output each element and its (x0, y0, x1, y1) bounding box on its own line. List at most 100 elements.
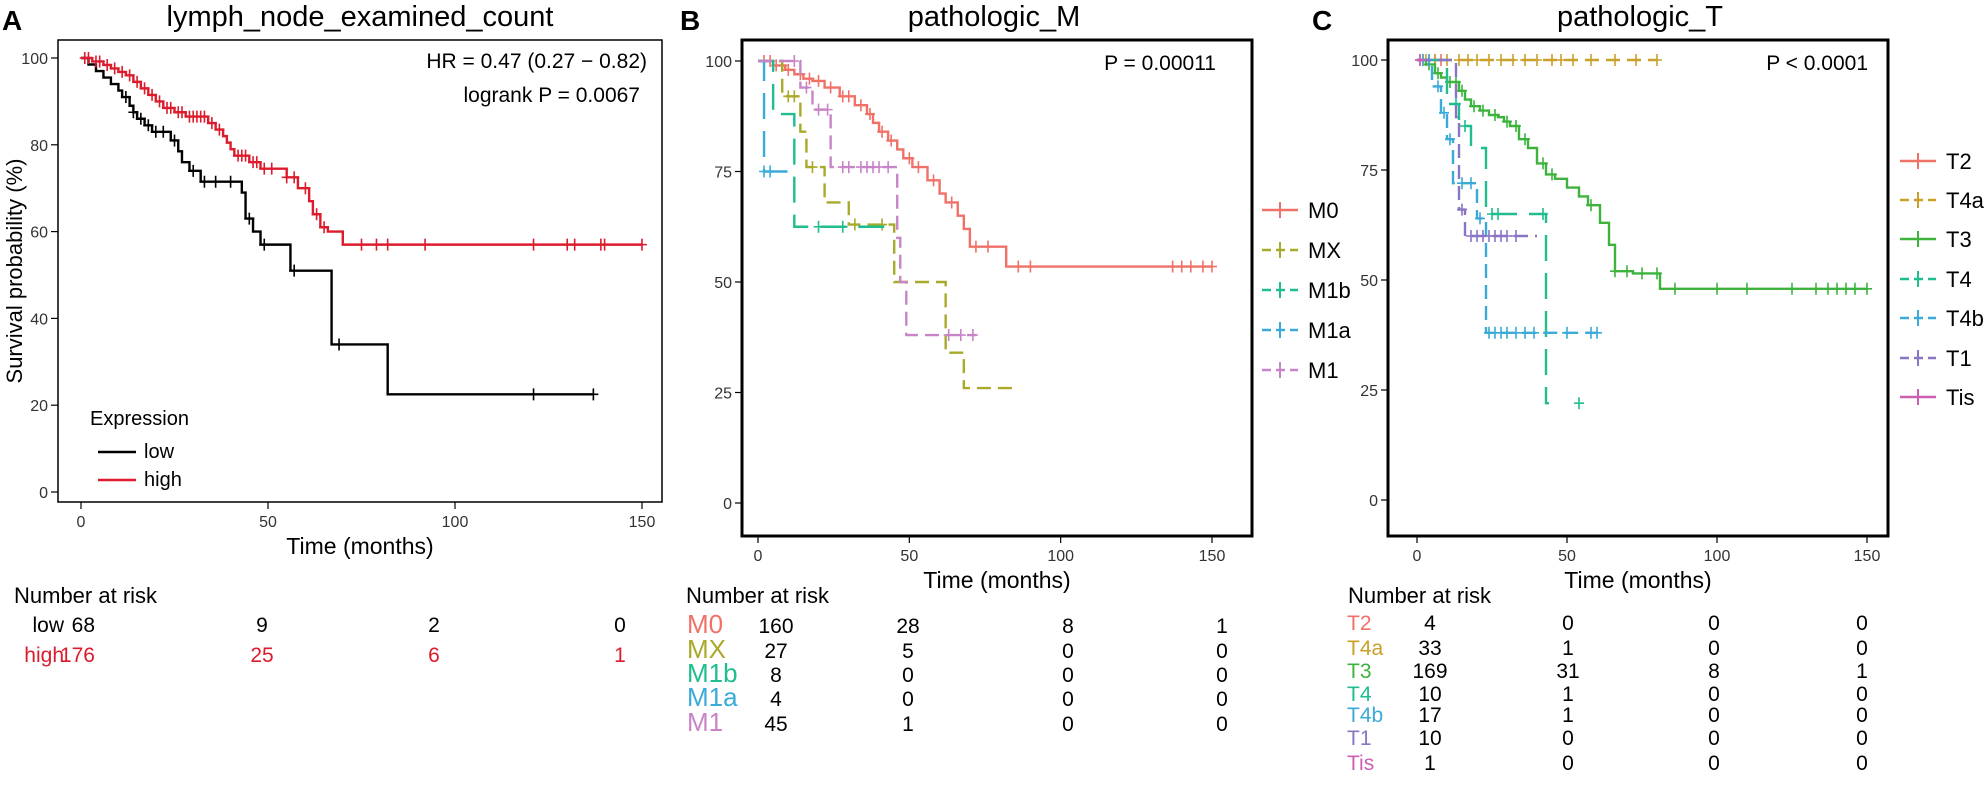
risk-value: 0 (1216, 688, 1228, 711)
y-tick-label: 50 (1360, 273, 1378, 290)
censor-mark (382, 238, 393, 251)
risk-value: 0 (1062, 640, 1074, 663)
censor-mark (804, 72, 815, 85)
censor-mark (199, 175, 210, 188)
legend-label: T4 (1946, 267, 1972, 292)
censor-mark (783, 63, 794, 76)
censor-mark (135, 112, 146, 125)
risk-row-label: T4 (1347, 683, 1372, 706)
annotation: P = 0.00011 (1104, 52, 1216, 75)
survival-curve-low (81, 56, 594, 396)
y-tick-label: 100 (1351, 53, 1378, 70)
censor-mark (1478, 104, 1488, 117)
x-tick-label: 0 (77, 514, 86, 531)
series-M1 (758, 55, 978, 342)
legend-label: high (144, 469, 182, 491)
x-tick-label: 0 (1413, 548, 1422, 565)
censor-mark (1460, 120, 1470, 132)
x-axis-label: Time (months) (286, 533, 433, 559)
risk-value: 0 (1708, 727, 1720, 750)
y-tick-label: 20 (30, 398, 48, 415)
censor-mark (289, 171, 300, 184)
risk-row-label: T4a (1347, 637, 1384, 660)
censor-mark (843, 90, 854, 103)
censor-mark (1850, 282, 1860, 295)
censor-mark (1433, 67, 1443, 80)
legend-label: T3 (1946, 227, 1972, 252)
risk-value: 1 (1424, 752, 1436, 775)
censor-mark (1490, 109, 1500, 121)
y-axis: 0 25 50 75 100 (705, 54, 742, 513)
risk-value: 0 (1062, 713, 1074, 736)
censor-mark (120, 91, 131, 104)
risk-value: 1 (1562, 683, 1574, 706)
x-tick-label: 50 (900, 548, 918, 565)
censor-mark (124, 69, 135, 82)
legend-title: Expression (90, 408, 189, 430)
censor-mark (1586, 199, 1596, 212)
x-tick-label: 100 (1047, 548, 1074, 565)
plot-frame (1386, 38, 1890, 538)
censor-mark (1841, 282, 1851, 295)
censor-mark (1811, 282, 1821, 295)
risk-value: 0 (1216, 713, 1228, 736)
censor-mark (1712, 282, 1722, 295)
x-axis: 0 50 100 150 (77, 502, 656, 531)
censor-mark (1207, 260, 1217, 273)
x-tick-label: 100 (1704, 548, 1731, 565)
risk-value: 176 (60, 644, 95, 667)
plot-frame (57, 39, 663, 503)
censor-mark (1457, 177, 1467, 190)
censor-mark (599, 238, 610, 251)
censor-mark (813, 103, 824, 116)
y-tick-label: 0 (39, 485, 48, 502)
risk-value: 0 (1856, 683, 1868, 706)
censor-mark (1862, 282, 1872, 295)
risk-row-M1a: M1a 4 0 0 0 (687, 682, 1228, 712)
censor-mark (528, 238, 539, 251)
censor-mark (1013, 260, 1024, 273)
series-T1 (1417, 58, 1537, 242)
survival-curve-MX (758, 59, 1019, 390)
y-tick-label: 75 (714, 165, 732, 182)
censor-mark (789, 90, 800, 103)
chart-title: lymph_node_examined_count (167, 1, 554, 33)
censor-mark (420, 238, 431, 251)
censor-mark (1670, 282, 1680, 295)
censor-mark (928, 174, 939, 187)
risk-value: 28 (896, 615, 919, 638)
survival-curve-M0 (758, 59, 1212, 268)
panel-label: A (2, 5, 22, 36)
legend-label: T4a (1946, 188, 1984, 213)
censor-mark (188, 164, 199, 177)
risk-value: 0 (1062, 664, 1074, 687)
censor-mark (154, 95, 165, 108)
risk-value: 0 (614, 614, 626, 637)
censor-mark (1832, 282, 1842, 295)
censor-mark (967, 329, 978, 342)
x-tick-label: 150 (629, 514, 656, 531)
censor-mark (637, 238, 647, 251)
censor-mark (588, 388, 599, 401)
risk-row-label: Tis (1347, 752, 1374, 775)
risk-value: 0 (902, 688, 914, 711)
risk-row-label: low (32, 614, 64, 637)
risk-value: 5 (902, 640, 914, 663)
survival-curve-M1b (758, 59, 892, 228)
risk-value: 8 (1708, 660, 1720, 683)
plot-frame (740, 38, 1254, 538)
risk-value: 8 (1062, 615, 1074, 638)
risk-value: 0 (1856, 612, 1868, 635)
censor-mark (877, 218, 888, 231)
censor-mark (259, 238, 270, 251)
x-tick-label: 50 (259, 514, 277, 531)
risk-value: 10 (1418, 727, 1441, 750)
censor-mark (955, 329, 966, 342)
censor-mark (1167, 260, 1178, 273)
censor-mark (109, 62, 120, 75)
x-tick-label: 150 (1854, 548, 1881, 565)
risk-value: 1 (614, 644, 626, 667)
risk-value: 1 (1562, 637, 1574, 660)
